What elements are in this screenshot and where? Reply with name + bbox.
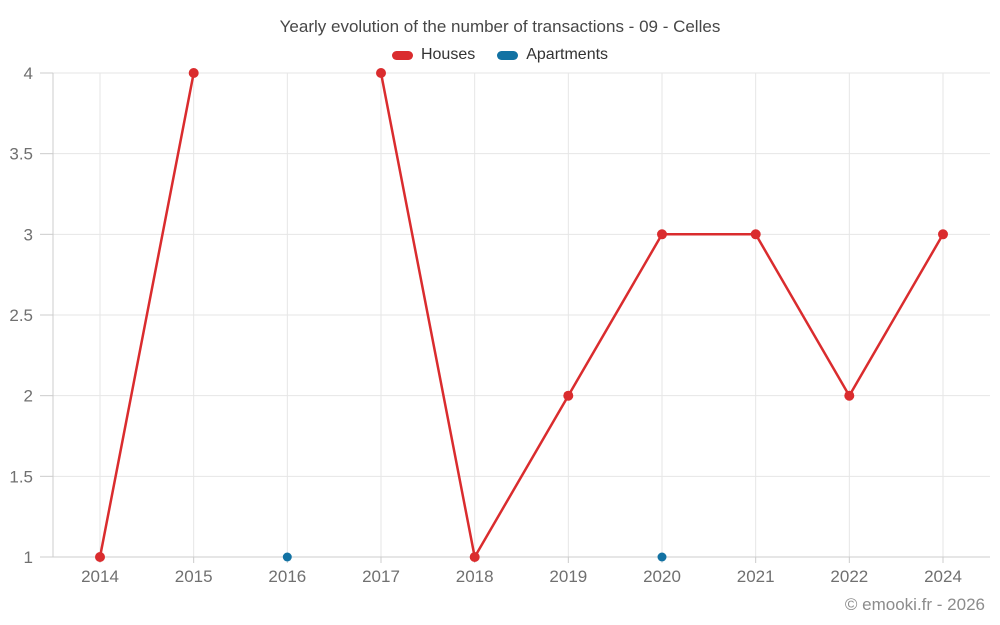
houses-data-point[interactable]: [469, 552, 480, 562]
apartments-legend-label: Apartments: [526, 46, 609, 63]
apartments-data-point[interactable]: [657, 552, 667, 562]
y-axis-tick-label: 2: [24, 387, 33, 406]
legend-item-houses[interactable]: Houses: [391, 46, 476, 64]
houses-data-point[interactable]: [750, 229, 761, 240]
x-axis-tick-label: 2020: [643, 567, 681, 586]
houses-data-point[interactable]: [938, 229, 948, 240]
x-axis-tick-label: 2015: [175, 567, 213, 586]
x-axis-tick-label: 2021: [737, 567, 775, 586]
chart-title: Yearly evolution of the number of transa…: [279, 17, 721, 36]
legend-item-apartments[interactable]: Apartments: [497, 46, 608, 64]
y-axis-tick-label: 1.5: [9, 467, 33, 486]
houses-data-point[interactable]: [95, 552, 105, 562]
houses-data-point[interactable]: [657, 229, 667, 240]
y-axis-tick-label: 4: [24, 64, 33, 83]
legend: Houses Apartments: [0, 46, 1000, 64]
apartments-series-swatch-icon: [497, 50, 519, 60]
y-axis-tick-label: 1: [24, 548, 33, 567]
copyright-text: © emooki.fr - 2026: [844, 595, 985, 614]
x-axis-tick-label: 2017: [362, 567, 400, 586]
y-axis-tick-label: 3: [24, 225, 33, 244]
houses-data-point[interactable]: [188, 68, 199, 78]
x-axis-tick-label: 2018: [456, 567, 494, 586]
houses-legend-label: Houses: [420, 46, 476, 63]
x-axis-tick-label: 2024: [924, 567, 962, 586]
x-axis-tick-label: 2016: [268, 567, 306, 586]
x-axis-tick-label: 2014: [81, 567, 119, 586]
apartments-data-point[interactable]: [282, 552, 292, 562]
y-axis-tick-label: 2.5: [9, 306, 33, 325]
houses-data-point[interactable]: [376, 68, 386, 78]
houses-data-point[interactable]: [844, 390, 855, 401]
y-axis-tick-label: 3.5: [9, 145, 33, 164]
x-axis-tick-label: 2019: [549, 567, 587, 586]
houses-data-point[interactable]: [563, 390, 574, 401]
houses-series-swatch-icon: [391, 50, 413, 60]
x-axis-tick-label: 2022: [830, 567, 868, 586]
